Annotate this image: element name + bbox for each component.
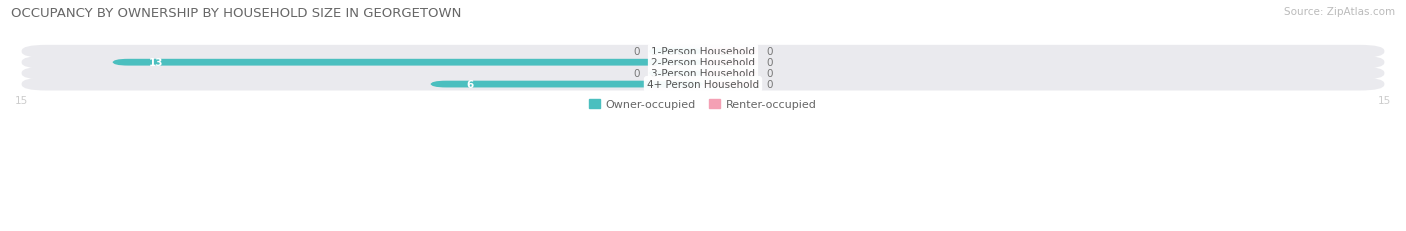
Text: OCCUPANCY BY OWNERSHIP BY HOUSEHOLD SIZE IN GEORGETOWN: OCCUPANCY BY OWNERSHIP BY HOUSEHOLD SIZE… [11,7,461,20]
Text: 0: 0 [633,47,640,57]
Legend: Owner-occupied, Renter-occupied: Owner-occupied, Renter-occupied [585,95,821,114]
Text: 1-Person Household: 1-Person Household [651,47,755,57]
FancyBboxPatch shape [703,60,758,66]
FancyBboxPatch shape [648,49,703,55]
FancyBboxPatch shape [430,81,703,88]
FancyBboxPatch shape [21,67,1385,80]
Text: 4+ Person Household: 4+ Person Household [647,80,759,90]
Text: 6: 6 [467,80,474,90]
FancyBboxPatch shape [21,57,1385,69]
Text: 2-Person Household: 2-Person Household [651,58,755,68]
Text: 3-Person Household: 3-Person Household [651,69,755,79]
Text: 0: 0 [633,69,640,79]
FancyBboxPatch shape [703,70,758,77]
FancyBboxPatch shape [703,81,758,88]
FancyBboxPatch shape [112,60,703,66]
Text: 0: 0 [766,69,773,79]
FancyBboxPatch shape [648,70,703,77]
Text: 0: 0 [766,47,773,57]
FancyBboxPatch shape [703,49,758,55]
Text: Source: ZipAtlas.com: Source: ZipAtlas.com [1284,7,1395,17]
FancyBboxPatch shape [21,78,1385,91]
FancyBboxPatch shape [21,46,1385,58]
Text: 13: 13 [149,58,163,68]
Text: 0: 0 [766,80,773,90]
Text: 0: 0 [766,58,773,68]
